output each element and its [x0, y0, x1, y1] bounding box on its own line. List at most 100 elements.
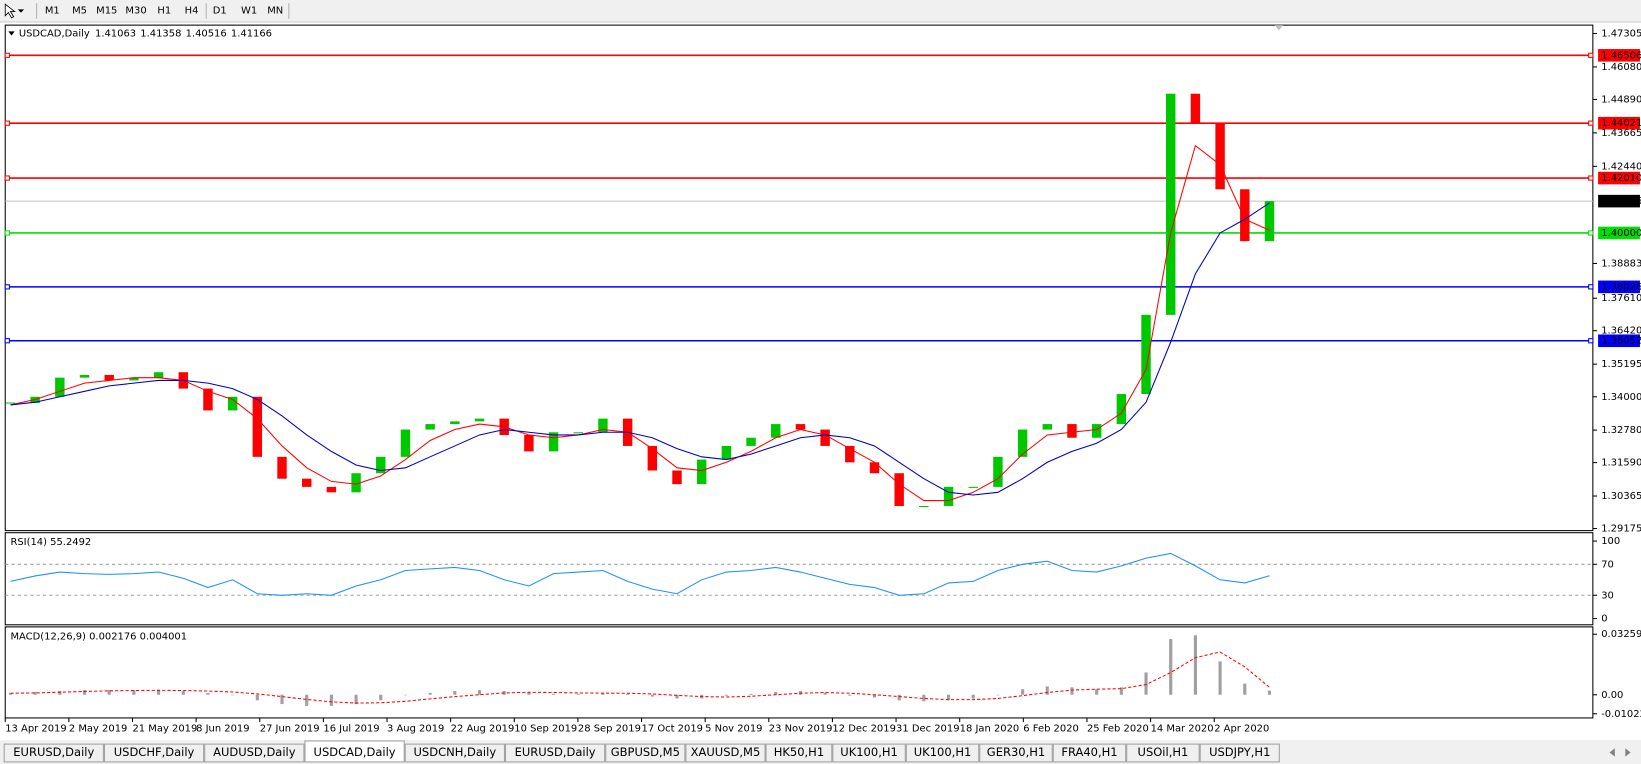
timeframe-button[interactable]: H4 — [185, 5, 199, 16]
y-tick-label: 1.38883 — [1601, 258, 1641, 269]
y-tick-label: 1.31590 — [1601, 458, 1641, 469]
x-tick-label: 31 Dec 2019 — [896, 723, 959, 734]
cursor-tool[interactable] — [4, 3, 25, 19]
x-tick-label: 13 Apr 2019 — [5, 723, 66, 734]
tab-label[interactable]: GER30,H1 — [987, 745, 1045, 759]
tab-box — [103, 743, 205, 763]
candle — [869, 462, 880, 474]
timeframe-button[interactable]: M15 — [96, 5, 117, 16]
current-price-label: 1.41166 — [1601, 196, 1641, 207]
level-handle — [1588, 284, 1594, 290]
macd-bar — [255, 694, 259, 701]
tab-label[interactable]: UK100,H1 — [840, 745, 898, 759]
tab-label[interactable]: USOil,H1 — [1138, 745, 1189, 759]
tab-label[interactable]: EURUSD,Daily — [13, 745, 94, 759]
symbol-tab[interactable]: UK100,H1 — [905, 743, 980, 763]
tab-label[interactable]: USDCNH,Daily — [414, 745, 497, 759]
symbol-tab[interactable]: UK100,H1 — [832, 743, 906, 763]
timeframe-button[interactable]: MN — [267, 5, 283, 16]
macd-bar — [107, 690, 111, 695]
tab-label[interactable]: FRA40,H1 — [1061, 745, 1117, 759]
x-tick-label: 14 Mar 2020 — [1151, 723, 1214, 734]
tab-label[interactable]: UK100,H1 — [914, 745, 972, 759]
symbol-tab[interactable]: GBPUSD,M5 — [605, 743, 686, 763]
candle — [820, 429, 830, 446]
symbol-tab[interactable]: FRA40,H1 — [1052, 743, 1127, 763]
macd-bar — [132, 690, 136, 695]
tab-scroll-left[interactable] — [1609, 748, 1615, 757]
rsi-line — [10, 552, 1270, 596]
tab-label[interactable]: USDCHF,Daily — [114, 745, 195, 759]
symbol-tab[interactable]: EURUSD,Daily — [3, 743, 104, 763]
candle — [968, 486, 978, 488]
candle — [845, 445, 855, 463]
candle — [943, 486, 954, 506]
symbol-tab[interactable]: GER30,H1 — [979, 743, 1053, 763]
level-label: 1.36052 — [1601, 336, 1641, 347]
macd-bar — [354, 694, 358, 705]
tab-box — [832, 743, 906, 763]
x-tick-label: 28 Sep 2019 — [578, 723, 641, 734]
timeframe-button[interactable]: D1 — [213, 5, 227, 16]
x-tick-label: 27 Jun 2019 — [260, 723, 320, 734]
symbol-tab[interactable]: USDJPY,H1 — [1199, 743, 1280, 763]
level-handle — [1588, 338, 1594, 344]
candle — [1166, 93, 1176, 315]
symbol-tab[interactable]: EURUSD,Daily — [504, 743, 606, 763]
macd-bar — [33, 691, 37, 695]
x-tick-label: 10 Sep 2019 — [514, 723, 577, 734]
candle — [795, 424, 806, 430]
symbol-tab[interactable]: USDCHF,Daily — [103, 743, 205, 763]
candle — [277, 456, 287, 479]
symbol-tab[interactable]: AUDUSD,Daily — [204, 743, 305, 763]
x-tick-label: 8 Jun 2019 — [196, 723, 249, 734]
timeframe-button[interactable]: M5 — [72, 5, 87, 16]
candle — [721, 445, 732, 460]
timeframe-button[interactable]: M1 — [45, 5, 60, 16]
tab-label[interactable]: HK50,H1 — [774, 745, 824, 759]
macd-bar — [477, 690, 482, 695]
candle — [450, 421, 460, 425]
tab-label[interactable]: USDCAD,Daily — [314, 745, 396, 759]
y-tick-label: 1.43665 — [1601, 128, 1641, 139]
tab-label[interactable]: USDJPY,H1 — [1209, 745, 1270, 759]
candle — [400, 429, 411, 457]
x-tick-label: 2 Apr 2020 — [1214, 723, 1269, 734]
symbol-tab[interactable]: USDCNH,Daily — [404, 743, 505, 763]
level-label: 1.42010 — [1601, 173, 1641, 184]
candle — [647, 445, 658, 471]
x-tick-label: 16 Jul 2019 — [323, 723, 379, 734]
timeframe-button[interactable]: M30 — [125, 5, 146, 16]
macd-bar — [601, 692, 605, 695]
candle — [79, 374, 90, 378]
y-tick-label: 1.32780 — [1601, 425, 1641, 436]
symbol-tab[interactable]: USOil,H1 — [1126, 743, 1200, 763]
candle — [919, 505, 929, 508]
symbol-tab[interactable]: USDCAD,Daily — [304, 740, 405, 763]
tab-label[interactable]: AUDUSD,Daily — [213, 745, 296, 759]
timeframe-button[interactable]: H1 — [157, 5, 171, 16]
macd-bar — [231, 694, 235, 696]
macd-bar — [823, 692, 827, 695]
tab-label[interactable]: GBPUSD,M5 — [611, 745, 680, 759]
level-handle — [1588, 120, 1594, 126]
y-tick-label: 1.35195 — [1601, 359, 1641, 370]
tab-label[interactable]: XAUUSD,M5 — [691, 745, 761, 759]
tab-label[interactable]: EURUSD,Daily — [515, 745, 596, 759]
y-tick-label: 1.46080 — [1601, 62, 1641, 73]
x-tick-label: 5 Nov 2019 — [705, 723, 762, 734]
macd-bar — [1218, 661, 1222, 695]
candle — [573, 432, 583, 434]
tab-box — [1052, 743, 1127, 763]
macd-bar — [971, 694, 975, 699]
current-price-box — [1598, 194, 1640, 208]
x-tick-label: 3 Aug 2019 — [387, 723, 444, 734]
y-tick-label: 1.30365 — [1601, 491, 1641, 502]
macd-bar — [724, 694, 728, 696]
tab-scroll-right[interactable] — [1625, 748, 1631, 757]
symbol-tab[interactable]: HK50,H1 — [765, 743, 833, 763]
rsi-tick-label: 30 — [1601, 590, 1614, 601]
symbol-tab[interactable]: XAUUSD,M5 — [685, 743, 766, 763]
main-chart-frame — [4, 24, 1594, 532]
timeframe-button[interactable]: W1 — [241, 5, 257, 16]
